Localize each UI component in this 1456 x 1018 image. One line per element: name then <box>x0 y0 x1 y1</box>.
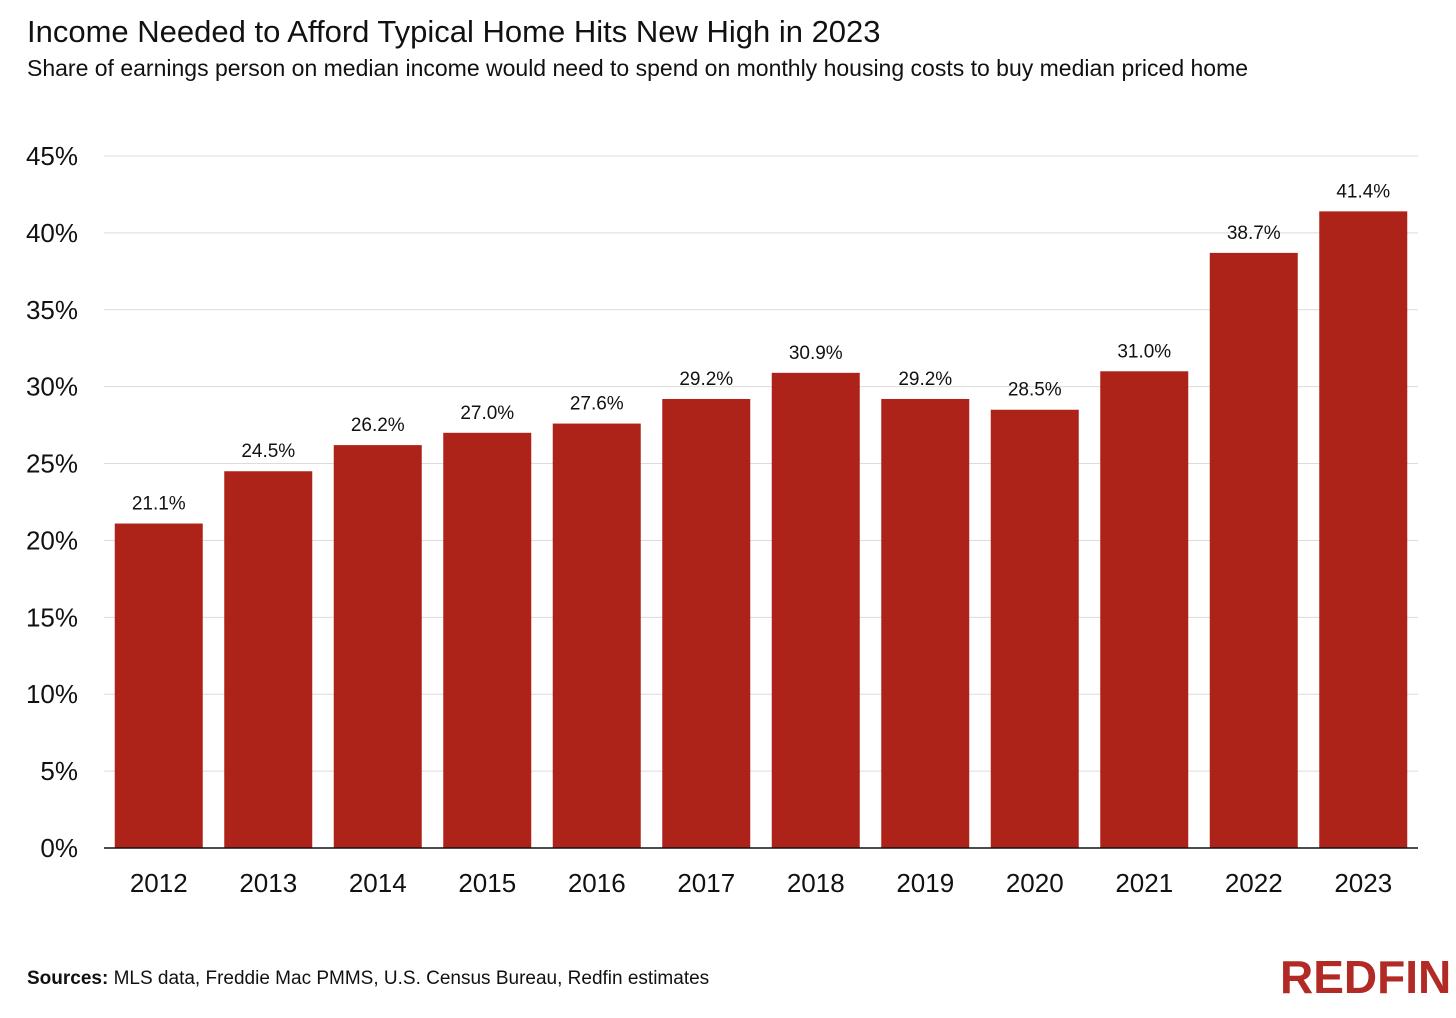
data-label: 27.6% <box>570 394 624 415</box>
bar <box>990 409 1079 848</box>
y-tick-label: 20% <box>26 525 78 555</box>
y-tick-label: 0% <box>40 833 78 863</box>
bar-chart: 0% 5% 10% 15% 20% 25% 30% 35% 40% 45% 21.1% 2012 24.… <box>26 141 1418 898</box>
x-tick-label: 2020 <box>1006 868 1064 898</box>
y-tick-label: 35% <box>26 295 78 325</box>
bar <box>1209 252 1298 848</box>
x-tick-label: 2013 <box>239 868 297 898</box>
data-label: 21.1% <box>132 494 186 515</box>
sources-text: MLS data, Freddie Mac PMMS, U.S. Census … <box>108 968 710 989</box>
bar <box>881 398 970 848</box>
y-tick-label: 5% <box>40 756 78 786</box>
y-tick-label: 15% <box>26 602 78 632</box>
bar <box>1319 211 1408 849</box>
bar <box>443 432 532 848</box>
data-label: 31.0% <box>1117 341 1171 362</box>
x-tick-label: 2022 <box>1225 868 1283 898</box>
y-tick-label: 10% <box>26 679 78 709</box>
x-tick-label: 2021 <box>1115 868 1173 898</box>
data-label: 24.5% <box>241 441 295 462</box>
x-tick-label: 2014 <box>349 868 407 898</box>
x-tick-label: 2019 <box>896 868 954 898</box>
data-label: 41.4% <box>1336 181 1390 202</box>
x-tick-label: 2018 <box>787 868 845 898</box>
data-label: 30.9% <box>789 343 843 364</box>
y-tick-label: 30% <box>26 372 78 402</box>
x-tick-label: 2017 <box>677 868 735 898</box>
bar <box>333 445 422 848</box>
x-tick-label: 2015 <box>458 868 516 898</box>
data-label: 38.7% <box>1227 223 1281 244</box>
chart-title: Income Needed to Afford Typical Home Hit… <box>27 14 881 49</box>
sources-note: Sources: MLS data, Freddie Mac PMMS, U.S… <box>27 968 709 990</box>
data-label: 29.2% <box>679 369 733 390</box>
y-tick-label: 25% <box>26 449 78 479</box>
chart-subtitle: Share of earnings person on median incom… <box>27 55 1249 81</box>
redfin-logo: REDFIN <box>1280 951 1452 1003</box>
x-tick-label: 2012 <box>130 868 188 898</box>
x-tick-label: 2023 <box>1334 868 1392 898</box>
x-tick-label: 2016 <box>568 868 626 898</box>
data-label: 28.5% <box>1008 380 1062 401</box>
bar <box>1100 371 1189 848</box>
sources-label: Sources: <box>27 968 109 989</box>
bar <box>552 423 641 848</box>
data-label: 29.2% <box>898 369 952 390</box>
data-label: 27.0% <box>460 403 514 424</box>
bar <box>224 471 313 848</box>
y-tick-label: 45% <box>26 141 78 171</box>
data-label: 26.2% <box>351 415 405 436</box>
bar <box>114 523 203 848</box>
bar <box>662 398 751 848</box>
bar <box>771 372 860 848</box>
y-tick-label: 40% <box>26 218 78 248</box>
